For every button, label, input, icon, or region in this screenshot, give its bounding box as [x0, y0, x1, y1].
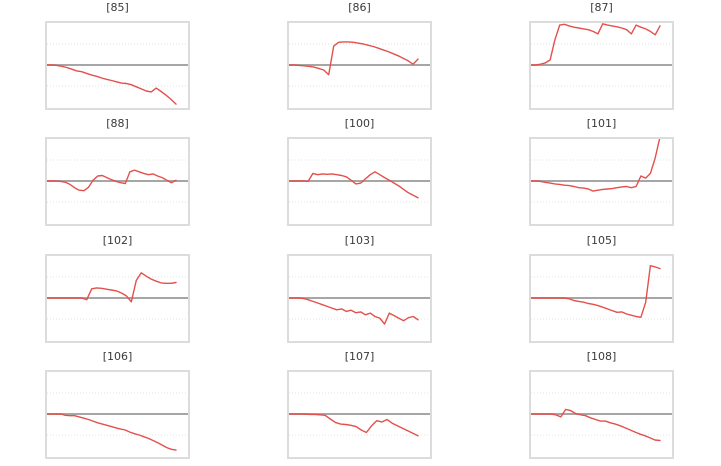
chart-title: [87] — [590, 1, 613, 14]
chart-plot-area — [287, 137, 432, 227]
chart-panel-108: [108] — [529, 350, 674, 466]
chart-plot-area — [45, 253, 190, 343]
line-chart — [47, 392, 188, 451]
chart-title: [105] — [586, 233, 617, 247]
chart-title: [107] — [344, 349, 375, 363]
chart-title: [103] — [344, 233, 375, 247]
line-chart — [289, 392, 430, 437]
line-chart — [47, 271, 188, 320]
chart-panel-86: [86] — [287, 1, 432, 117]
chart-panel-102: [102] — [45, 234, 190, 350]
chart-plot-area — [287, 369, 432, 459]
line-chart — [531, 23, 672, 87]
chart-title: [88] — [106, 117, 129, 131]
chart-title: [86] — [348, 1, 371, 14]
chart-panel-103: [103] — [287, 234, 432, 350]
chart-panel-85: [85] — [45, 1, 190, 117]
chart-title: [85] — [106, 1, 129, 14]
chart-title: [101] — [586, 117, 617, 131]
chart-title: [102] — [102, 233, 133, 247]
line-chart — [289, 41, 430, 87]
chart-plot-area — [529, 253, 674, 343]
chart-plot-area — [529, 21, 674, 110]
line-chart — [289, 159, 430, 203]
chart-plot-area — [287, 21, 432, 110]
chart-plot-area — [45, 137, 190, 227]
chart-title: [100] — [344, 117, 375, 131]
chart-plot-area — [529, 369, 674, 459]
chart-title: [106] — [102, 349, 133, 363]
chart-title: [108] — [586, 349, 617, 363]
line-chart — [531, 392, 672, 442]
chart-panel-87: [87] — [529, 1, 674, 117]
chart-panel-105: [105] — [529, 234, 674, 350]
chart-panel-88: [88] — [45, 117, 190, 233]
line-chart — [47, 159, 188, 203]
line-chart — [47, 43, 188, 105]
chart-plot-area — [45, 21, 190, 110]
chart-plot-area — [287, 253, 432, 343]
line-chart — [531, 139, 672, 203]
chart-plot-area — [45, 369, 190, 459]
chart-plot-area — [529, 137, 674, 227]
chart-panel-107: [107] — [287, 350, 432, 466]
chart-panel-101: [101] — [529, 117, 674, 233]
chart-panel-106: [106] — [45, 350, 190, 466]
line-chart — [531, 264, 672, 320]
line-chart — [289, 276, 430, 325]
chart-panel-100: [100] — [287, 117, 432, 233]
